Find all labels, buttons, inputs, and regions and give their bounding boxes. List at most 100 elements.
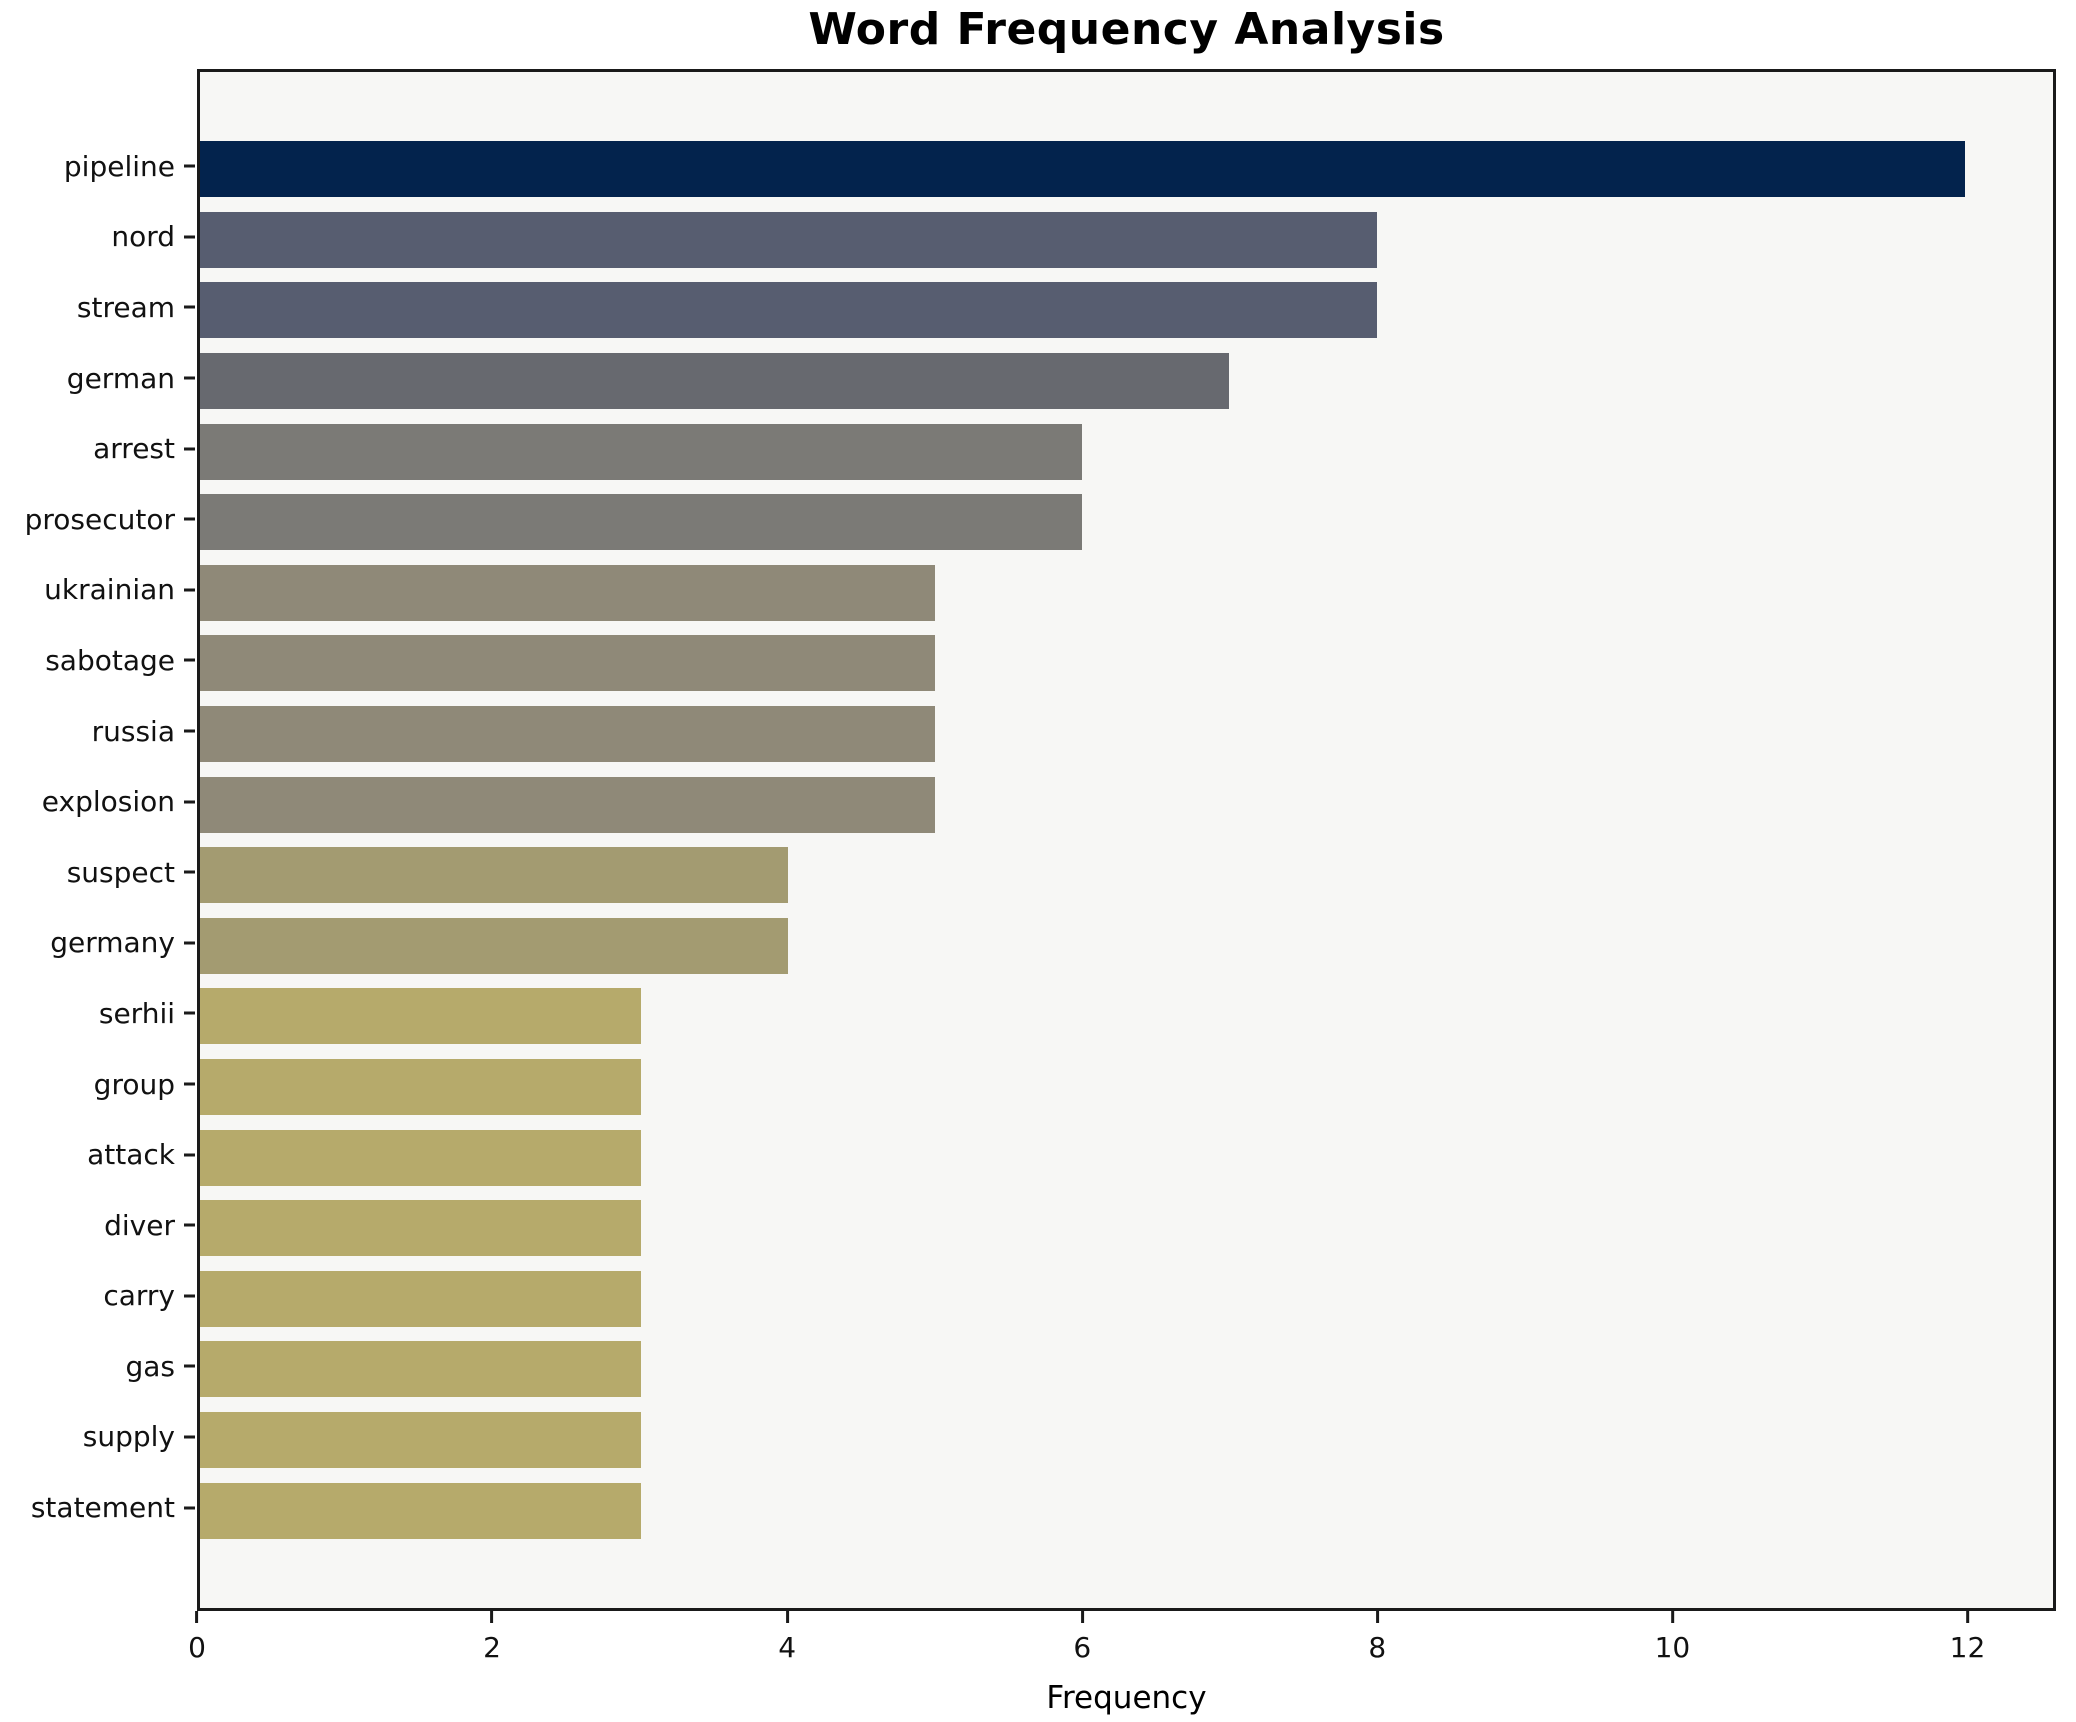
bar-row-explosion: [200, 769, 2053, 840]
x-tick-mark: [1670, 1611, 1674, 1623]
bar-row-serhii: [200, 981, 2053, 1052]
bar-arrest: [200, 423, 1083, 480]
y-tick-label-supply: supply: [82, 1420, 175, 1454]
x-tick-label: 10: [1654, 1631, 1691, 1664]
y-row-russia: russia: [0, 696, 197, 767]
bar-row-nord: [200, 205, 2053, 276]
x-tick-label: 2: [483, 1631, 501, 1664]
y-tick-mark: [184, 305, 195, 309]
y-tick-label-ukrainian: ukrainian: [44, 573, 175, 607]
y-tick-label-sabotage: sabotage: [45, 643, 175, 677]
y-row-serhii: serhii: [0, 978, 197, 1049]
bar-sabotage: [200, 635, 936, 692]
bar-row-arrest: [200, 416, 2053, 487]
x-tick-mark: [1375, 1611, 1379, 1623]
x-tick-label: 4: [778, 1631, 797, 1664]
x-tick-label: 12: [1949, 1631, 1986, 1664]
y-row-attack: attack: [0, 1119, 197, 1190]
bar-row-prosecutor: [200, 487, 2053, 558]
y-tick-mark: [184, 870, 195, 874]
y-tick-mark: [184, 1223, 195, 1227]
bar-supply: [200, 1411, 642, 1468]
y-tick-mark: [184, 376, 195, 380]
x-tick-mark: [1080, 1611, 1084, 1623]
x-tick-6: 6: [1073, 1611, 1091, 1664]
y-row-supply: supply: [0, 1402, 197, 1473]
bar-row-germany: [200, 911, 2053, 982]
x-tick-10: 10: [1654, 1611, 1691, 1664]
x-axis: 0 2 4 6 8 10 12: [188, 1611, 2056, 1681]
y-tick-label-nord: nord: [111, 220, 175, 254]
y-tick-mark: [184, 729, 195, 733]
chart-title: Word Frequency Analysis: [808, 4, 1445, 55]
y-row-group: group: [0, 1049, 197, 1120]
y-tick-label-stream: stream: [76, 290, 175, 324]
x-tick-2: 2: [483, 1611, 501, 1664]
bar-row-statement: [200, 1475, 2053, 1546]
y-row-ukrainian: ukrainian: [0, 555, 197, 626]
y-tick-label-arrest: arrest: [93, 432, 175, 466]
y-row-nord: nord: [0, 202, 197, 273]
y-tick-label-attack: attack: [87, 1138, 175, 1172]
y-row-pipeline: pipeline: [0, 131, 197, 202]
bar-stream: [200, 282, 1377, 339]
x-tick-8: 8: [1368, 1611, 1386, 1664]
bar-germany: [200, 917, 789, 974]
y-tick-mark: [184, 235, 195, 239]
x-tick-mark: [195, 1611, 199, 1623]
bar-row-ukrainian: [200, 558, 2053, 629]
y-row-germany: germany: [0, 908, 197, 979]
bar-row-pipeline: [200, 134, 2053, 205]
y-tick-mark: [184, 588, 195, 592]
bar-group: [200, 1059, 642, 1116]
x-tick-4: 4: [778, 1611, 796, 1664]
y-row-statement: statement: [0, 1472, 197, 1543]
x-tick-0: 0: [188, 1611, 206, 1664]
bar-row-suspect: [200, 840, 2053, 911]
y-tick-label-prosecutor: prosecutor: [24, 502, 175, 536]
plot-area: [197, 69, 2056, 1611]
x-tick-label: 6: [1073, 1631, 1092, 1664]
x-tick-mark: [490, 1611, 494, 1623]
y-tick-mark: [184, 1294, 195, 1298]
x-tick-label: 8: [1368, 1631, 1387, 1664]
bar-row-german: [200, 346, 2053, 417]
bar-row-diver: [200, 1193, 2053, 1264]
y-tick-mark: [184, 1506, 195, 1510]
y-tick-mark: [184, 800, 195, 804]
y-tick-label-russia: russia: [91, 714, 175, 748]
y-tick-mark: [184, 1153, 195, 1157]
y-tick-label-gas: gas: [125, 1349, 175, 1383]
y-tick-label-statement: statement: [30, 1491, 175, 1525]
y-tick-label-german: german: [66, 361, 175, 395]
bar-row-supply: [200, 1405, 2053, 1476]
y-tick-label-group: group: [93, 1067, 175, 1101]
bar-carry: [200, 1270, 642, 1327]
y-row-explosion: explosion: [0, 766, 197, 837]
bar-nord: [200, 211, 1377, 268]
y-tick-label-explosion: explosion: [41, 785, 175, 819]
y-row-carry: carry: [0, 1261, 197, 1332]
bar-diver: [200, 1200, 642, 1257]
y-tick-label-carry: carry: [103, 1279, 175, 1313]
x-axis-label: Frequency: [1046, 1680, 1207, 1716]
y-tick-mark: [184, 1082, 195, 1086]
y-tick-label-diver: diver: [104, 1208, 175, 1242]
y-row-arrest: arrest: [0, 413, 197, 484]
y-tick-mark: [184, 517, 195, 521]
y-tick-mark: [184, 1435, 195, 1439]
bar-row-carry: [200, 1264, 2053, 1335]
bar-pipeline: [200, 141, 1965, 198]
y-tick-label-germany: germany: [50, 926, 175, 960]
y-axis: pipeline nord stream german arrest prosecutor…: [0, 69, 197, 1611]
bars-container: [200, 72, 2053, 1608]
y-tick-label-suspect: suspect: [66, 855, 175, 889]
x-tick-mark: [1965, 1611, 1969, 1623]
y-tick-label-serhii: serhii: [98, 996, 175, 1030]
bar-ukrainian: [200, 564, 936, 621]
bar-russia: [200, 706, 936, 763]
y-tick-mark: [184, 1011, 195, 1015]
y-row-german: german: [0, 343, 197, 414]
y-row-stream: stream: [0, 272, 197, 343]
